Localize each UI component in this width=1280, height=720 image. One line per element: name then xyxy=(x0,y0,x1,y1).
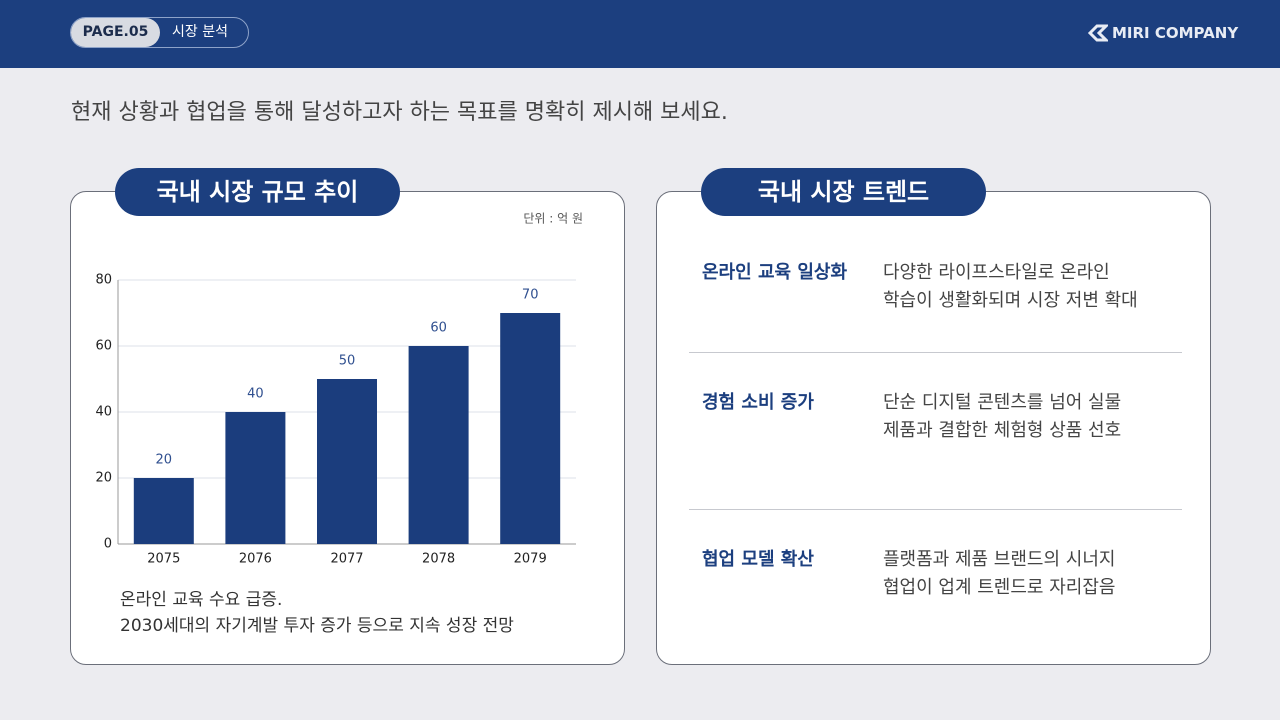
value-label: 50 xyxy=(339,354,356,369)
caption: 2030세대의 자기계발 투자 증가 등으로 지속 성장 전망 xyxy=(120,616,514,636)
x-tick-label: 2075 xyxy=(147,552,180,567)
right-tab: 국내 시장 트렌드 xyxy=(701,168,986,216)
bar xyxy=(225,412,286,544)
trend-text: 제품과 결합한 체험형 상품 선호 xyxy=(883,420,1122,441)
x-tick-label: 2076 xyxy=(239,552,272,567)
trend-text: 단순 디지털 콘텐츠를 넘어 실물 xyxy=(883,392,1122,413)
x-tick-label: 2077 xyxy=(330,552,363,567)
y-tick-label: 0 xyxy=(104,537,112,552)
page-number: PAGE.05 xyxy=(71,18,160,47)
divider xyxy=(689,352,1182,353)
value-label: 40 xyxy=(247,387,264,402)
trend-title: 온라인 교육 일상화 xyxy=(702,262,848,283)
y-tick-label: 80 xyxy=(95,273,112,288)
value-label: 70 xyxy=(522,288,539,303)
trend-text: 다양한 라이프스타일로 온라인 xyxy=(883,262,1110,283)
left-tab: 국내 시장 규모 추이 xyxy=(115,168,400,216)
value-label: 60 xyxy=(430,321,447,336)
x-tick-label: 2078 xyxy=(422,552,455,567)
trend-text: 협업이 업계 트렌드로 자리잡음 xyxy=(883,577,1116,598)
bar xyxy=(500,313,561,544)
y-tick-label: 40 xyxy=(95,405,112,420)
bar xyxy=(133,478,194,544)
trend-title: 경험 소비 증가 xyxy=(702,392,814,413)
bar xyxy=(317,379,377,544)
caption: 온라인 교육 수요 급증. xyxy=(120,590,283,610)
value-label: 20 xyxy=(156,453,173,468)
logo: MIRI COMPANY xyxy=(1112,24,1239,42)
y-tick-label: 60 xyxy=(95,339,112,354)
header-bar xyxy=(0,0,1280,68)
trend-text: 학습이 생활화되며 시장 저변 확대 xyxy=(883,290,1138,311)
trend-title: 협업 모델 확산 xyxy=(702,549,814,570)
trend-text: 플랫폼과 제품 브랜드의 시너지 xyxy=(883,549,1116,570)
page-pill xyxy=(70,17,249,48)
y-tick-label: 20 xyxy=(95,471,112,486)
section-name: 시장 분석 xyxy=(172,24,228,40)
right-card xyxy=(656,191,1211,665)
unit-label: 단위 : 억 원 xyxy=(523,212,583,226)
bar xyxy=(408,346,469,544)
divider xyxy=(689,509,1182,510)
logo-icon xyxy=(1088,24,1108,42)
subtitle: 현재 상황과 협업을 통해 달성하고자 하는 목표를 명확히 제시해 보세요. xyxy=(71,100,728,125)
x-tick-label: 2079 xyxy=(514,552,547,567)
chart: 단위 : 억 원 0 20 40 60 80 2075 20 2076 40 2077 50 2078… xyxy=(95,212,583,567)
